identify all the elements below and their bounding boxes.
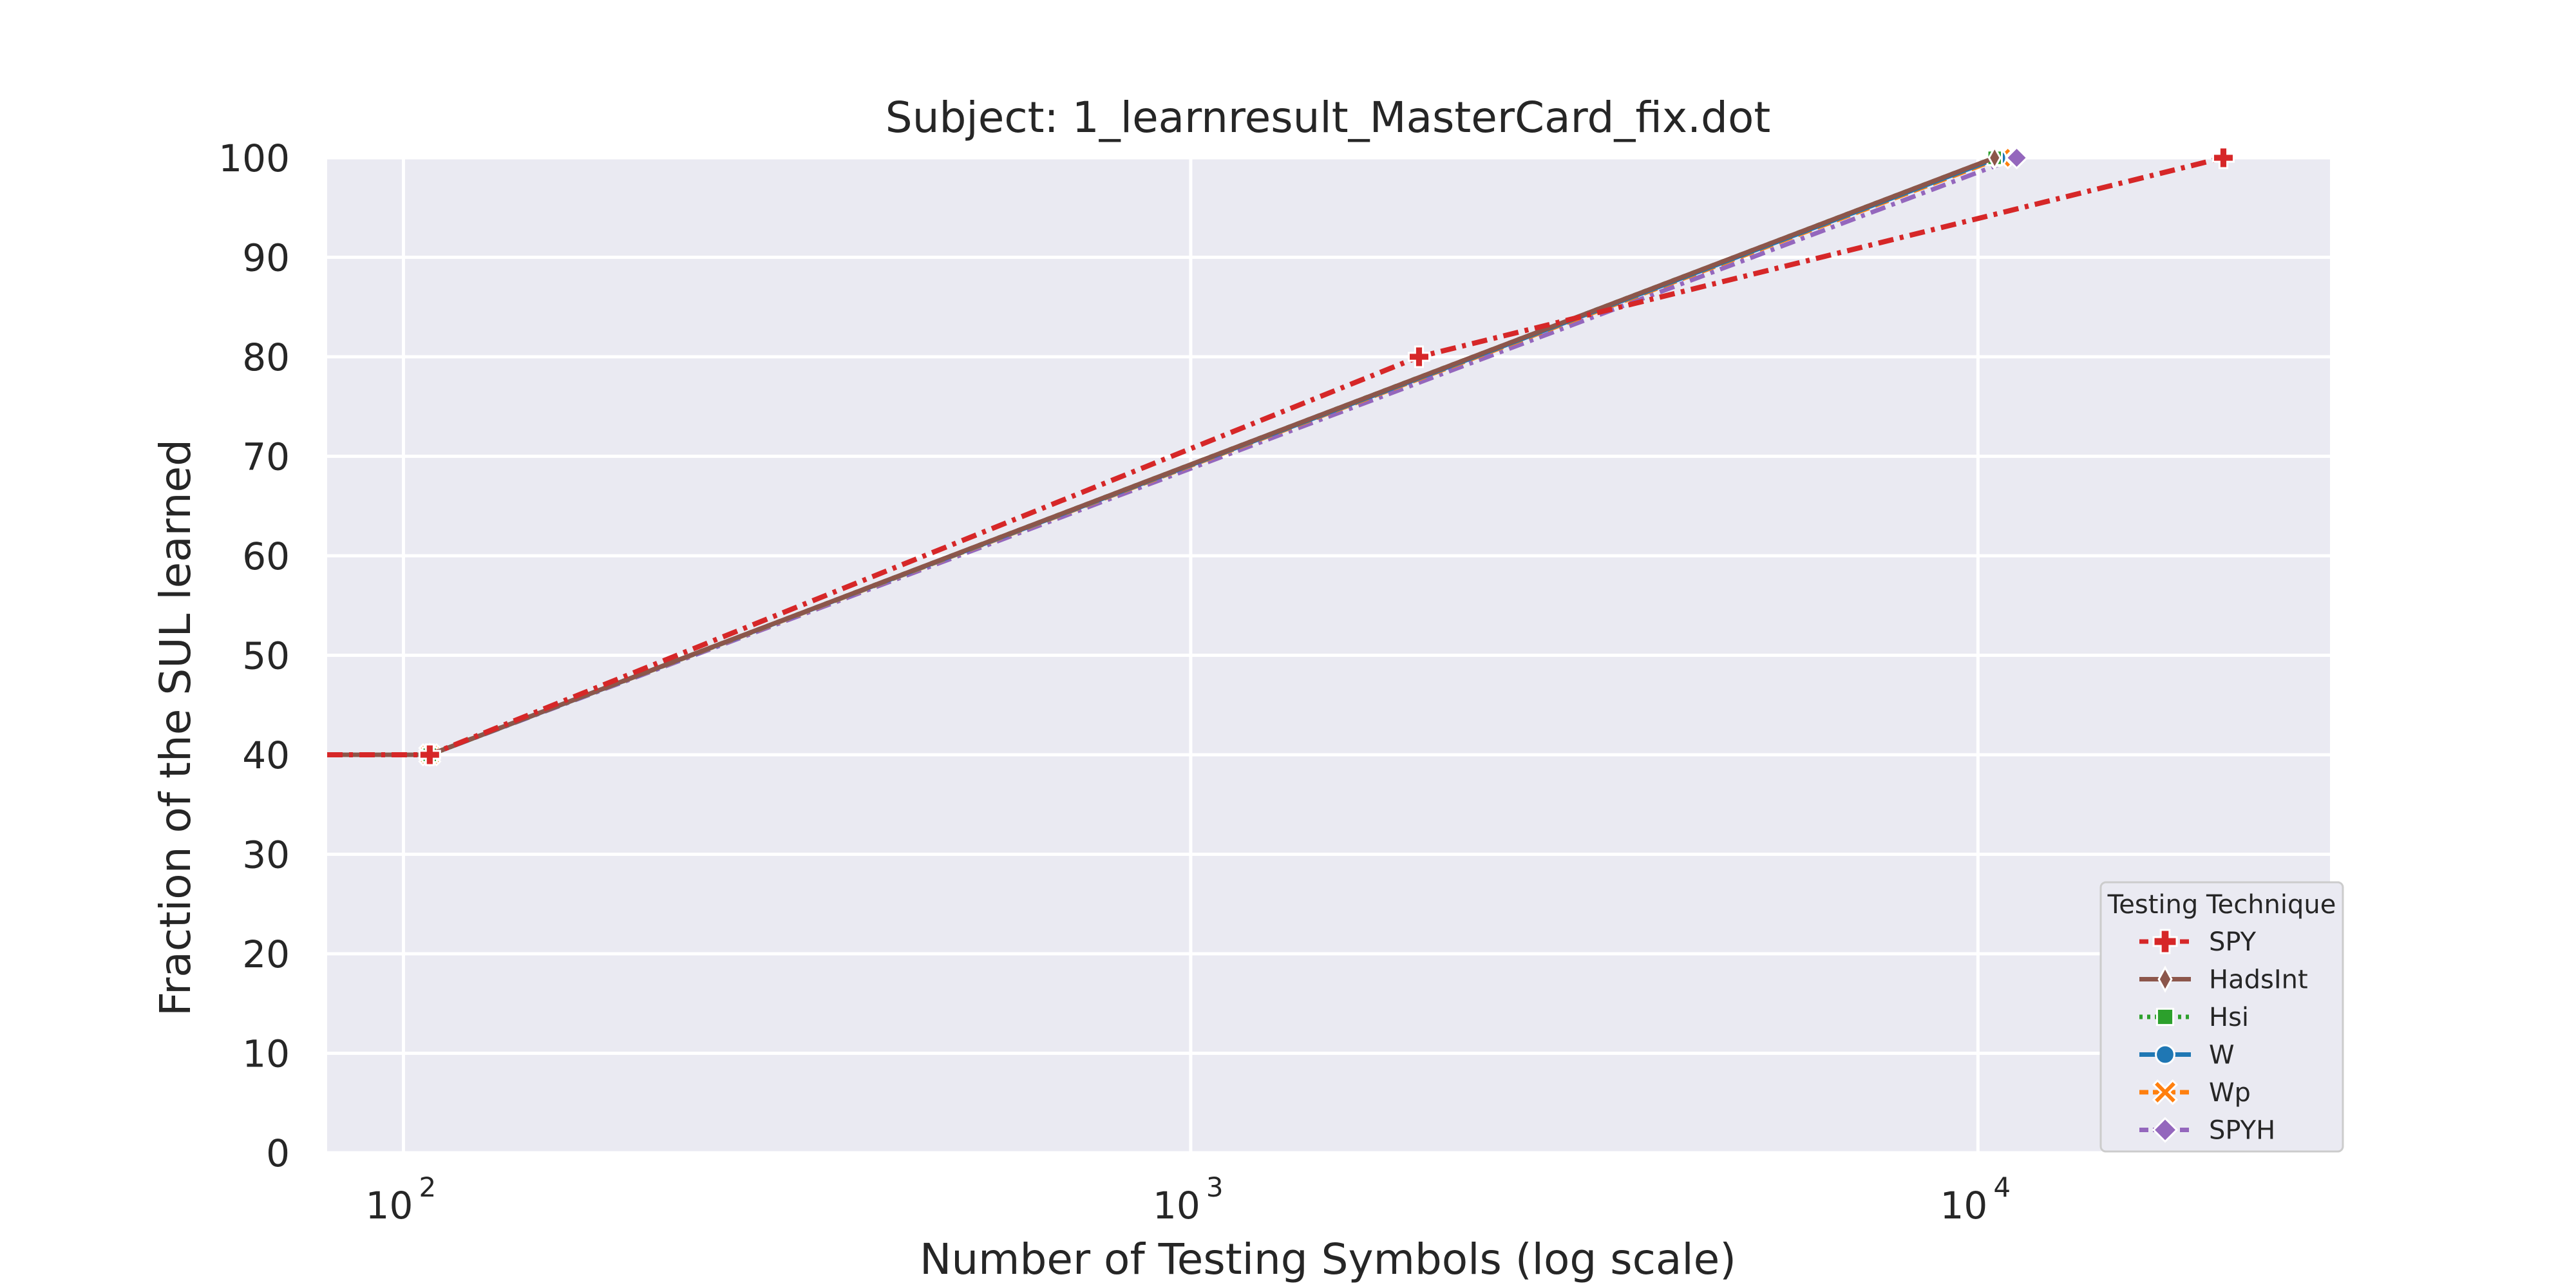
y-tick-label: 10 bbox=[242, 1032, 290, 1076]
y-tick-label: 90 bbox=[242, 236, 290, 280]
series-line bbox=[327, 155, 2224, 757]
legend-item-w: W bbox=[2139, 1041, 2235, 1070]
legend: Testing Technique SPY HadsInt Hsi W Wp SPYH bbox=[2099, 881, 2344, 1153]
x-tick-label: 10 2 bbox=[366, 1171, 437, 1227]
y-tick-label: 70 bbox=[242, 435, 290, 479]
legend-label: HadsInt bbox=[2209, 965, 2308, 995]
y-tick-label: 50 bbox=[242, 634, 290, 678]
x-tick-label: 10 3 bbox=[1153, 1171, 1224, 1227]
legend-item-spy: SPY bbox=[2139, 927, 2257, 957]
legend-label: Wp bbox=[2209, 1078, 2251, 1108]
x-tick-exponent: 3 bbox=[1206, 1171, 1224, 1203]
legend-label: W bbox=[2209, 1041, 2235, 1070]
legend-item-hsi: Hsi bbox=[2139, 1003, 2249, 1032]
x-tick-label: 10 4 bbox=[1940, 1171, 2011, 1227]
legend-item-hadsint: HadsInt bbox=[2139, 965, 2308, 995]
y-tick-label: 60 bbox=[242, 535, 290, 578]
x-axis-ticks: 10 2 10 3 10 4 bbox=[366, 1171, 2011, 1227]
legend-marker bbox=[2152, 929, 2178, 954]
y-tick-label: 20 bbox=[242, 933, 290, 976]
y-tick-label: 80 bbox=[242, 336, 290, 379]
x-tick-exponent: 2 bbox=[419, 1171, 436, 1203]
y-tick-label: 30 bbox=[242, 833, 290, 877]
legend-item-wp: Wp bbox=[2139, 1078, 2251, 1108]
data-point bbox=[418, 743, 441, 766]
legend-marker bbox=[2155, 1044, 2175, 1065]
legend-label: SPYH bbox=[2209, 1116, 2275, 1146]
y-axis-ticks: 0 10 20 30 40 50 60 70 80 90 100 bbox=[218, 137, 290, 1175]
y-tick-label: 0 bbox=[266, 1132, 290, 1175]
series-spy bbox=[327, 146, 2235, 766]
data-point bbox=[1407, 345, 1430, 368]
legend-item-spyh: SPYH bbox=[2139, 1116, 2275, 1146]
data-point bbox=[2005, 146, 2029, 170]
x-tick-base: 10 bbox=[1153, 1184, 1200, 1227]
chart-title: Subject: 1_learnresult_MasterCard_fix.do… bbox=[886, 93, 1770, 142]
legend-title: Testing Technique bbox=[2107, 890, 2336, 920]
x-axis-label: Number of Testing Symbols (log scale) bbox=[920, 1235, 1736, 1284]
legend-marker bbox=[2152, 1079, 2179, 1106]
data-point bbox=[2211, 146, 2235, 169]
legend-label: Hsi bbox=[2209, 1003, 2249, 1032]
data-point bbox=[1987, 145, 2002, 171]
legend-marker bbox=[2155, 1007, 2175, 1027]
y-axis-label: Fraction of the SUL learned bbox=[151, 439, 200, 1016]
x-tick-exponent: 4 bbox=[1993, 1171, 2011, 1203]
legend-marker bbox=[2152, 1117, 2179, 1143]
legend-marker bbox=[2157, 965, 2173, 993]
y-tick-label: 40 bbox=[242, 734, 290, 777]
x-tick-base: 10 bbox=[1940, 1184, 1987, 1227]
legend-label: SPY bbox=[2209, 927, 2257, 957]
series-group bbox=[327, 145, 2235, 768]
y-tick-label: 100 bbox=[218, 137, 290, 180]
x-tick-base: 10 bbox=[366, 1184, 413, 1227]
